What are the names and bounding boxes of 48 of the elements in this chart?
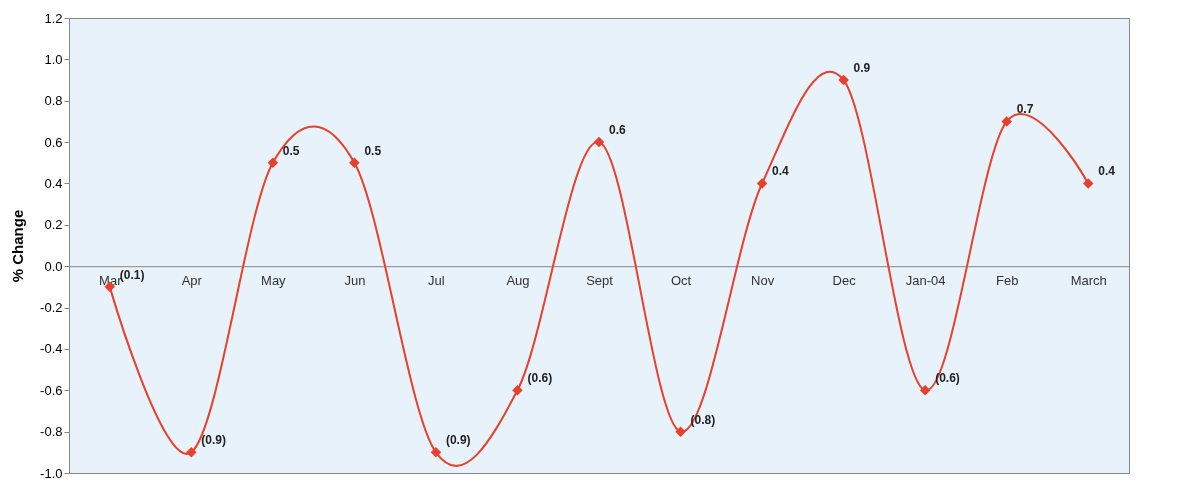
x-tick-label: Aug [506,272,530,288]
point [1001,116,1012,127]
x-tick-label: May [261,272,287,288]
y-tick-label: 0.6 [44,134,63,150]
point [919,385,931,396]
data-label: 0.5 [364,143,382,158]
data-label: (0.9) [445,433,471,448]
point [838,74,849,86]
y-tick-label: 1.2 [44,10,63,26]
x-tick-label: Jul [428,272,445,288]
data-label: 0.4 [1098,164,1116,179]
y-tick-label: 0.8 [44,93,63,109]
data-label: 0.9 [853,61,871,76]
y-axis-title: % Change [9,209,27,283]
point [349,157,360,169]
point [593,136,605,148]
y-tick-label: -0.2 [40,300,63,316]
x-tick-label: Sept [586,272,614,288]
data-label: (0.6) [527,371,553,386]
point [1082,178,1094,189]
x-tick-label: Jun [344,272,366,288]
x-tick-label: Oct [670,272,692,288]
y-tick-label: 0.0 [44,258,63,274]
y-tick-label: 0.4 [44,175,63,191]
data-label: 0.4 [772,164,790,179]
data-label: 0.7 [1016,102,1034,117]
x-tick-label: Apr [181,272,203,288]
x-tick-label: Nov [751,272,775,288]
x-tick-label: March [1070,272,1107,288]
point [756,178,768,189]
point [267,157,279,169]
point [430,447,442,458]
y-tick-label: -0.8 [40,424,63,440]
x-tick-label: Jan-04 [905,272,946,288]
data-label: (0.9) [201,433,226,448]
y-tick-label: 1.0 [44,51,63,67]
data-label: (0.1) [119,267,145,282]
x-tick-label: Feb [995,272,1019,288]
y-tick-label: -1.0 [40,465,63,481]
y-tick-label: -0.4 [40,341,63,357]
point [675,426,686,437]
point [186,447,197,458]
data-label: 0.5 [282,143,300,158]
point [512,385,523,396]
data-label: 0.6 [609,123,627,138]
x-tick-label: Dec [832,272,857,288]
y-tick-label: -0.6 [40,382,63,398]
y-tick-label: 0.2 [44,217,63,233]
